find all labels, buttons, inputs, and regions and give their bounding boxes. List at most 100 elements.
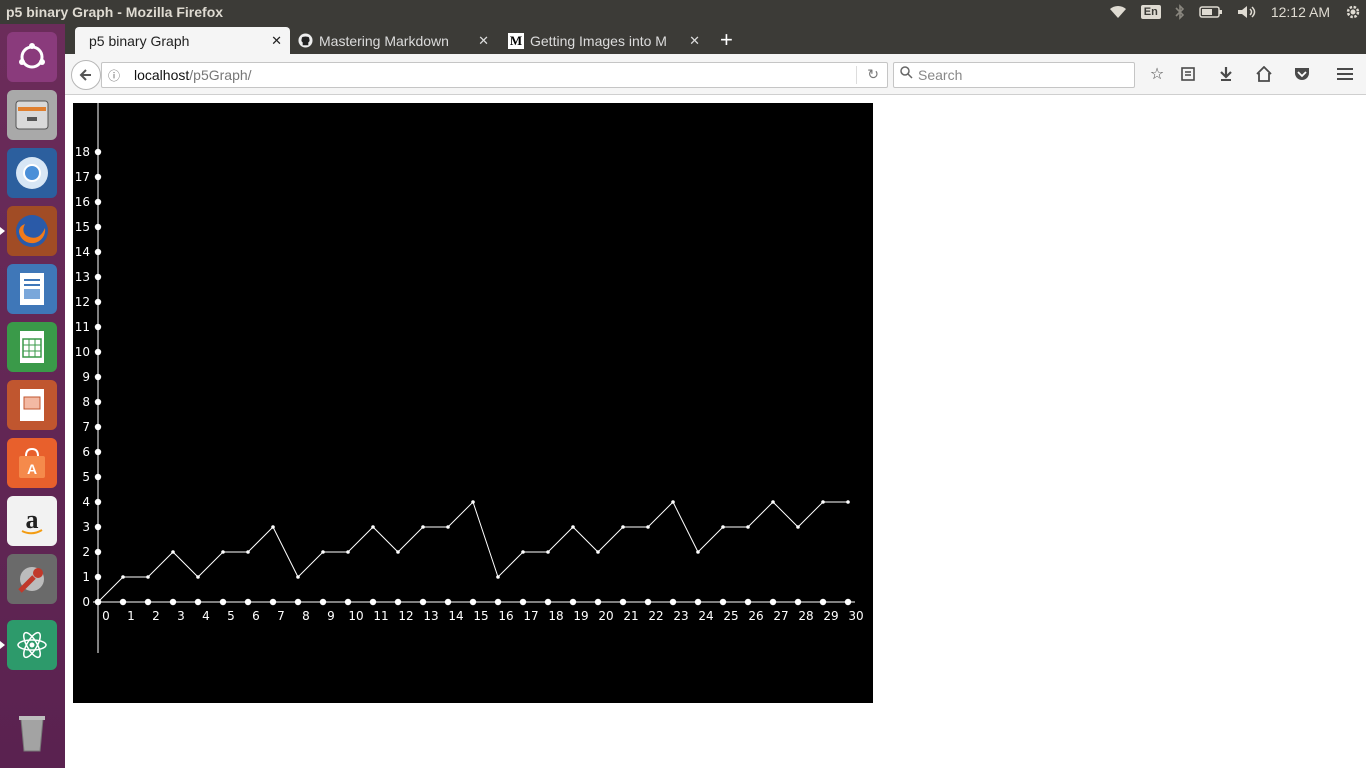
back-button[interactable] (71, 60, 101, 90)
chromium-icon[interactable] (7, 148, 57, 198)
x-tick-label: 3 (177, 609, 185, 623)
x-tick-dot (794, 598, 802, 606)
atom-icon[interactable] (7, 620, 57, 670)
x-tick-label: 27 (773, 609, 788, 623)
file-cabinet-icon[interactable] (7, 90, 57, 140)
x-tick-dot (719, 598, 727, 606)
url-text: localhost/p5Graph/ (134, 67, 252, 83)
x-tick-dot (419, 598, 427, 606)
x-tick-label: 28 (798, 609, 813, 623)
x-tick-label: 24 (698, 609, 713, 623)
x-tick-label: 13 (423, 609, 438, 623)
spreadsheet-icon[interactable] (7, 322, 57, 372)
info-icon[interactable]: ⓘ (108, 69, 121, 83)
close-icon[interactable]: ✕ (478, 32, 489, 48)
bookmark-star-icon[interactable]: ☆ (1149, 66, 1165, 83)
amazon-icon[interactable]: a (7, 496, 57, 546)
keyboard-layout-indicator[interactable]: En (1140, 5, 1161, 19)
y-tick-dot (94, 198, 102, 206)
clock[interactable]: 12:12 AM (1270, 4, 1330, 20)
y-tick-dot (94, 498, 102, 506)
y-tick-label: 11 (75, 320, 90, 334)
y-tick-label: 7 (82, 420, 90, 434)
x-tick-label: 29 (823, 609, 838, 623)
y-tick-dot (94, 323, 102, 331)
document-icon[interactable] (7, 264, 57, 314)
x-tick-label: 18 (548, 609, 563, 623)
x-tick-dot (444, 598, 452, 606)
x-tick-dot (819, 598, 827, 606)
x-tick-dot (669, 598, 677, 606)
battery-icon[interactable] (1199, 6, 1223, 18)
keyboard-layout-label: En (1140, 5, 1161, 19)
x-tick-dot (694, 598, 702, 606)
x-ticks: 0 1 2 3 4 5 6 7 8 9 10 11 12 13 14 15 16 17 18 19 20 21 22 23 24… (94, 598, 864, 623)
tab-label: Mastering Markdown (319, 32, 449, 49)
download-icon[interactable] (1216, 64, 1236, 84)
data-point (571, 525, 575, 529)
x-tick-dot (119, 598, 127, 606)
y-tick-label: 14 (75, 245, 90, 259)
x-tick-dot (294, 598, 302, 606)
x-tick-label: 26 (748, 609, 763, 623)
x-tick-label: 14 (448, 609, 463, 623)
data-point (721, 525, 725, 529)
bluetooth-icon[interactable] (1175, 4, 1185, 20)
tab-getting-images[interactable]: M Getting Images into M ✕ (508, 27, 708, 54)
wrench-icon[interactable] (7, 554, 57, 604)
x-tick-label: 11 (373, 609, 388, 623)
data-point (671, 500, 675, 504)
y-tick-label: 0 (82, 595, 90, 609)
y-tick-dot (94, 448, 102, 456)
x-tick-label: 8 (302, 609, 310, 623)
data-point (646, 525, 650, 529)
y-tick-dot (94, 423, 102, 431)
home-icon[interactable] (1254, 64, 1274, 84)
tab-mastering-markdown[interactable]: Mastering Markdown ✕ (297, 27, 497, 54)
data-point (471, 500, 475, 504)
x-tick-dot (194, 598, 202, 606)
data-point (821, 500, 825, 504)
shopping-bag-icon[interactable]: A (7, 438, 57, 488)
firefox-icon[interactable] (7, 206, 57, 256)
reload-icon[interactable]: ↻ (867, 66, 879, 82)
y-tick-dot (94, 523, 102, 531)
search-bar[interactable] (893, 62, 1135, 88)
x-tick-label: 21 (623, 609, 638, 623)
tab-p5-binary-graph[interactable]: p5 binary Graph ✕ (75, 27, 290, 54)
url-path: /p5Graph/ (189, 67, 252, 83)
y-tick-dot (94, 173, 102, 181)
menu-icon[interactable] (1335, 64, 1355, 84)
pocket-icon[interactable] (1292, 64, 1312, 84)
system-tray: En 12:12 AM (1109, 0, 1366, 24)
data-point (271, 525, 275, 529)
svg-text:a: a (26, 505, 39, 534)
data-point (171, 550, 175, 554)
y-tick-dot (94, 248, 102, 256)
close-icon[interactable]: ✕ (271, 32, 282, 48)
navigation-toolbar: ⓘ localhost/p5Graph/ ↻ ☆ (65, 54, 1366, 95)
launcher: A a (0, 24, 65, 768)
search-input[interactable] (916, 65, 1130, 85)
url-bar[interactable]: ⓘ localhost/p5Graph/ ↻ (101, 62, 888, 88)
x-tick-label: 12 (398, 609, 413, 623)
launcher-active-arrow (0, 227, 5, 235)
data-point (771, 500, 775, 504)
reading-list-icon[interactable] (1178, 64, 1198, 84)
y-tick-label: 16 (75, 195, 90, 209)
new-tab-button[interactable]: + (720, 27, 733, 52)
settings-gear-icon[interactable] (1344, 3, 1362, 21)
wifi-icon[interactable] (1109, 5, 1127, 19)
search-icon (900, 66, 913, 82)
trash-icon[interactable] (7, 708, 57, 758)
presentation-icon[interactable] (7, 380, 57, 430)
data-point (96, 600, 100, 604)
volume-icon[interactable] (1237, 5, 1257, 19)
y-tick-label: 4 (82, 495, 90, 509)
data-point (196, 575, 200, 579)
ubuntu-logo-icon[interactable] (7, 32, 57, 82)
x-tick-dot (344, 598, 352, 606)
close-icon[interactable]: ✕ (689, 32, 700, 48)
x-tick-dot (494, 598, 502, 606)
